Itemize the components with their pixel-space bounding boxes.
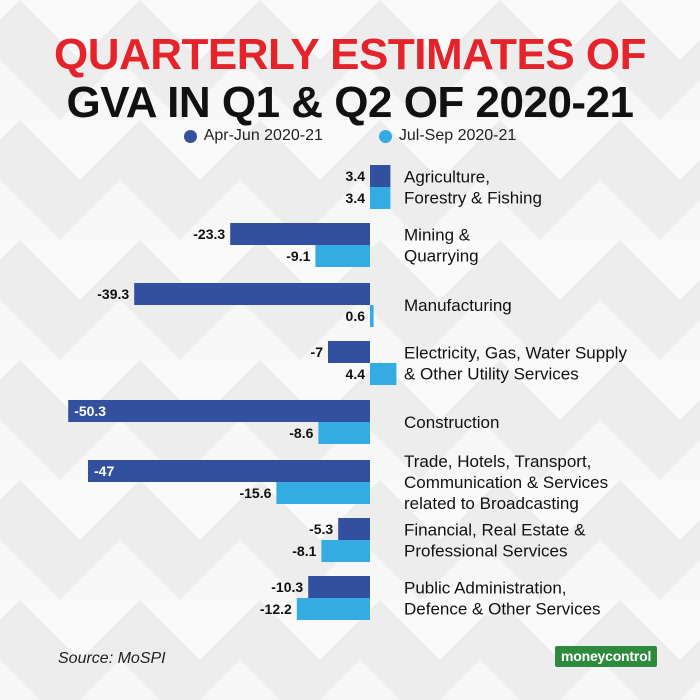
legend-swatch-q2 <box>378 129 392 143</box>
bar-q1-7 <box>308 576 370 598</box>
legend-swatch-q1 <box>183 129 197 143</box>
category-label: Trade, Hotels, Transport, <box>404 452 591 471</box>
category-label: Manufacturing <box>404 296 512 315</box>
legend-item-q2: Jul-Sep 2020-21 <box>378 127 517 145</box>
bar-value-label: -10.3 <box>271 579 303 595</box>
category-label: Forestry & Fishing <box>404 189 542 208</box>
bar-value-label: 0.6 <box>346 308 366 324</box>
bar-q2-4 <box>318 422 370 444</box>
bar-q1-2 <box>134 283 370 305</box>
bar-value-label: -50.3 <box>74 403 106 419</box>
bar-value-label: -9.1 <box>286 248 310 264</box>
bar-value-label: 3.4 <box>346 168 366 184</box>
legend: Apr-Jun 2020-21 Jul-Sep 2020-21 <box>0 127 700 145</box>
legend-item-q1: Apr-Jun 2020-21 <box>183 127 323 145</box>
category-label: Financial, Real Estate & <box>404 521 586 540</box>
bar-q1-3 <box>328 341 370 363</box>
bar-value-label: -39.3 <box>97 286 129 302</box>
bar-q2-6 <box>321 540 370 562</box>
bar-value-label: 3.4 <box>346 190 366 206</box>
category-label: Agriculture, <box>404 168 490 187</box>
bar-q1-6 <box>338 518 370 540</box>
category-label: Quarrying <box>404 247 479 266</box>
source-note: Source: MoSPI <box>58 650 166 667</box>
bar-value-label: -23.3 <box>193 226 225 242</box>
bar-q1-1 <box>230 223 370 245</box>
bar-value-label: -12.2 <box>260 601 292 617</box>
category-label: Public Administration, <box>404 579 567 598</box>
bar-q2-5 <box>276 482 370 504</box>
category-label: & Other Utility Services <box>404 365 579 384</box>
legend-label-q1: Apr-Jun 2020-21 <box>203 127 323 144</box>
bar-value-label: -8.1 <box>292 543 316 559</box>
bar-value-label: -7 <box>311 344 324 360</box>
moneycontrol-logo: moneycontrol <box>555 646 658 667</box>
bar-q1-5 <box>88 460 370 482</box>
category-label: Communication & Services <box>404 473 608 492</box>
bar-q1-0 <box>370 165 391 187</box>
category-label: Defence & Other Services <box>404 600 601 619</box>
bar-q2-7 <box>296 598 370 620</box>
title-line-1: QUARTERLY ESTIMATES OF <box>53 30 647 79</box>
bar-q2-3 <box>370 363 397 385</box>
bar-value-label: -15.6 <box>239 485 271 501</box>
title-line-2: GVA IN Q1 & Q2 OF 2020-21 <box>66 78 634 127</box>
category-label: Professional Services <box>404 542 567 561</box>
bar-value-label: -47 <box>94 463 114 479</box>
category-label: Electricity, Gas, Water Supply <box>404 344 627 363</box>
legend-label-q2: Jul-Sep 2020-21 <box>398 127 517 144</box>
category-label: related to Broadcasting <box>404 494 579 513</box>
category-label: Construction <box>404 413 499 432</box>
category-label: Mining & <box>404 226 471 245</box>
bar-value-label: 4.4 <box>346 366 366 382</box>
bar-value-label: -8.6 <box>289 425 313 441</box>
bar-q2-1 <box>315 245 370 267</box>
bar-q2-0 <box>370 187 391 209</box>
bar-q2-2 <box>370 305 374 327</box>
bar-q1-4 <box>68 400 370 422</box>
bar-value-label: -5.3 <box>309 521 333 537</box>
